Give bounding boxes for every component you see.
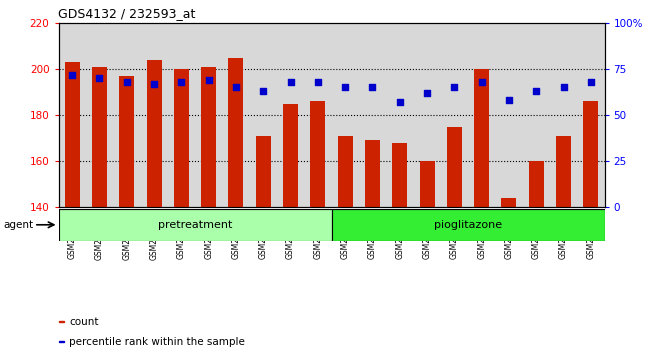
Bar: [365, 140, 380, 207]
Bar: [386, 23, 413, 207]
Point: [258, 88, 268, 94]
Bar: [174, 69, 189, 207]
Text: pretreatment: pretreatment: [158, 220, 232, 230]
Bar: [310, 101, 326, 207]
Text: GDS4132 / 232593_at: GDS4132 / 232593_at: [58, 7, 196, 21]
Bar: [441, 23, 468, 207]
Bar: [195, 23, 222, 207]
Point: [340, 85, 350, 90]
Bar: [523, 23, 550, 207]
Bar: [501, 198, 517, 207]
Bar: [583, 101, 599, 207]
Point: [313, 79, 323, 85]
Bar: [468, 23, 495, 207]
Bar: [277, 23, 304, 207]
Bar: [304, 23, 332, 207]
Bar: [332, 23, 359, 207]
Point: [231, 85, 241, 90]
Bar: [58, 341, 64, 342]
Text: count: count: [70, 316, 99, 326]
Bar: [337, 136, 353, 207]
Bar: [392, 143, 408, 207]
Bar: [474, 69, 489, 207]
Bar: [146, 60, 162, 207]
Bar: [332, 209, 604, 241]
Bar: [419, 161, 435, 207]
Bar: [556, 136, 571, 207]
Point: [531, 88, 541, 94]
Bar: [113, 23, 140, 207]
Bar: [222, 23, 250, 207]
Bar: [413, 23, 441, 207]
Bar: [92, 67, 107, 207]
Point: [395, 99, 405, 105]
Bar: [447, 127, 462, 207]
Point: [149, 81, 159, 87]
Bar: [283, 104, 298, 207]
Bar: [250, 23, 277, 207]
Bar: [58, 23, 86, 207]
Bar: [255, 136, 271, 207]
Point: [422, 90, 432, 96]
Bar: [168, 23, 195, 207]
Point: [504, 97, 514, 103]
Bar: [140, 23, 168, 207]
Point: [176, 79, 187, 85]
Point: [285, 79, 296, 85]
Bar: [577, 23, 605, 207]
Text: percentile rank within the sample: percentile rank within the sample: [70, 337, 245, 347]
Point: [203, 77, 214, 83]
Point: [586, 79, 596, 85]
Bar: [58, 321, 64, 322]
Point: [367, 85, 378, 90]
Bar: [86, 23, 113, 207]
Bar: [58, 209, 332, 241]
Point: [558, 85, 569, 90]
Bar: [201, 67, 216, 207]
Bar: [119, 76, 135, 207]
Text: pioglitazone: pioglitazone: [434, 220, 502, 230]
Bar: [228, 57, 244, 207]
Point: [94, 75, 105, 81]
Point: [476, 79, 487, 85]
Bar: [495, 23, 523, 207]
Point: [122, 79, 132, 85]
Point: [67, 72, 77, 78]
Point: [449, 85, 460, 90]
Bar: [528, 161, 544, 207]
Bar: [64, 62, 80, 207]
Text: agent: agent: [3, 220, 33, 230]
Bar: [550, 23, 577, 207]
Bar: [359, 23, 386, 207]
